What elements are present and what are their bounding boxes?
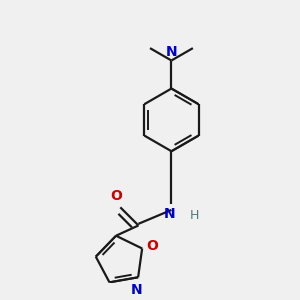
- Text: O: O: [110, 189, 122, 203]
- Text: N: N: [130, 283, 142, 297]
- Text: H: H: [190, 209, 199, 222]
- Text: N: N: [164, 207, 176, 221]
- Text: N: N: [166, 45, 177, 59]
- Text: O: O: [146, 239, 158, 253]
